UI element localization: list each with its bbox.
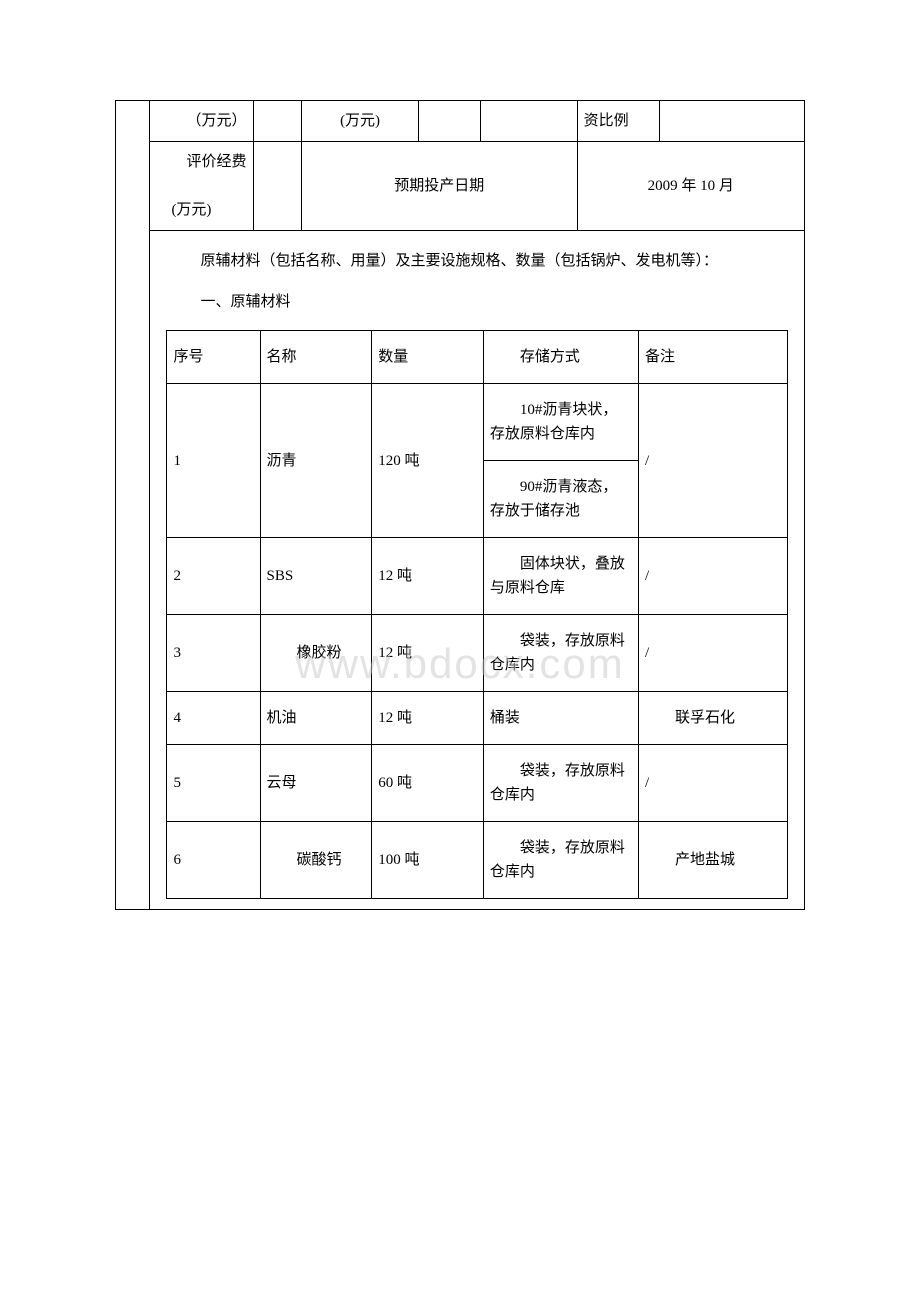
storage-text: 90#沥青液态，存放于储存池: [490, 475, 632, 523]
eval-fee-sublabel: (万元): [156, 198, 211, 222]
name-cell: 云母: [260, 745, 372, 822]
date-value: 2009 年 10 月: [648, 178, 734, 194]
empty-cell-1: [253, 101, 301, 142]
name-cell: 橡胶粉: [260, 615, 372, 692]
document-outer-table: （万元） (万元) 资比例 评价经费 (万元) 预期投产日期 2009 年 10…: [115, 100, 805, 910]
header-qty: 数量: [372, 331, 484, 384]
storage-text: 袋装，存放原料仓库内: [490, 836, 632, 884]
col1-label: （万元）: [156, 109, 246, 133]
col3-label: 资比例: [584, 113, 629, 129]
eval-fee-label: 评价经费: [156, 150, 246, 174]
storage-text: 袋装，存放原料仓库内: [490, 629, 632, 677]
qty-cell: 100 吨: [372, 822, 484, 899]
col2-label: (万元): [340, 113, 380, 129]
eval-fee-cell: 评价经费 (万元): [150, 142, 253, 231]
empty-cell-2: [419, 101, 481, 142]
date-label-cell: 预期投产日期: [302, 142, 578, 231]
table-row: 4 机油 12 吨 桶装 联孚石化: [167, 692, 788, 745]
empty-cell-r2-1: [253, 142, 301, 231]
name-cell: SBS: [260, 538, 372, 615]
remark-text: 联孚石化: [645, 706, 781, 730]
qty-cell: 120 吨: [372, 384, 484, 538]
storage-cell: 固体块状，叠放与原料仓库: [483, 538, 638, 615]
materials-header-row: 序号 名称 数量 存储方式 备注: [167, 331, 788, 384]
content-row: 原辅材料（包括名称、用量）及主要设施规格、数量（包括锅炉、发电机等）： 一、原辅…: [116, 231, 805, 910]
header-storage-text: 存储方式: [490, 345, 632, 369]
remark-cell: /: [639, 745, 788, 822]
qty-cell: 12 吨: [372, 538, 484, 615]
remark-cell: 产地盐城: [639, 822, 788, 899]
seq-cell: 5: [167, 745, 260, 822]
table-row: 6 碳酸钙 100 吨 袋装，存放原料仓库内 产地盐城: [167, 822, 788, 899]
name-text: 碳酸钙: [267, 848, 366, 872]
col1-cell: （万元）: [150, 101, 253, 142]
name-cell: 碳酸钙: [260, 822, 372, 899]
qty-cell: 60 吨: [372, 745, 484, 822]
storage-cell: 10#沥青块状，存放原料仓库内: [483, 384, 638, 461]
empty-cell-3: [481, 101, 577, 142]
storage-text: 10#沥青块状，存放原料仓库内: [490, 398, 632, 446]
storage-text: 固体块状，叠放与原料仓库: [490, 552, 632, 600]
remark-text: 产地盐城: [645, 848, 781, 872]
seq-cell: 4: [167, 692, 260, 745]
materials-table: 序号 名称 数量 存储方式 备注 1 沥青 120 吨 10#沥青块状，存放原料…: [166, 330, 788, 899]
header-storage: 存储方式: [483, 331, 638, 384]
header-name: 名称: [260, 331, 372, 384]
storage-cell: 90#沥青液态，存放于储存池: [483, 461, 638, 538]
remark-cell: /: [639, 538, 788, 615]
remark-cell: /: [639, 384, 788, 538]
storage-text: 袋装，存放原料仓库内: [490, 759, 632, 807]
seq-cell: 2: [167, 538, 260, 615]
col3-cell: 资比例: [577, 101, 660, 142]
left-margin-cell-2: [116, 142, 150, 231]
name-cell: 机油: [260, 692, 372, 745]
empty-cell-4: [660, 101, 805, 142]
remark-cell: 联孚石化: [639, 692, 788, 745]
seq-cell: 1: [167, 384, 260, 538]
section-title-wrapper: 一、原辅材料: [166, 282, 788, 323]
storage-cell: 袋装，存放原料仓库内: [483, 745, 638, 822]
section-intro: 原辅材料（包括名称、用量）及主要设施规格、数量（包括锅炉、发电机等）：: [170, 247, 784, 276]
name-text: 橡胶粉: [267, 641, 366, 665]
name-cell: 沥青: [260, 384, 372, 538]
seq-cell: 6: [167, 822, 260, 899]
table-row: 2 SBS 12 吨 固体块状，叠放与原料仓库 /: [167, 538, 788, 615]
storage-cell: 袋装，存放原料仓库内: [483, 615, 638, 692]
content-cell: 原辅材料（包括名称、用量）及主要设施规格、数量（包括锅炉、发电机等）： 一、原辅…: [150, 231, 805, 910]
table-row: 1 沥青 120 吨 10#沥青块状，存放原料仓库内 /: [167, 384, 788, 461]
storage-cell: 袋装，存放原料仓库内: [483, 822, 638, 899]
storage-cell: 桶装: [483, 692, 638, 745]
date-label: 预期投产日期: [394, 178, 484, 194]
left-margin-cell: [116, 101, 150, 142]
remark-cell: /: [639, 615, 788, 692]
table-row: 5 云母 60 吨 袋装，存放原料仓库内 /: [167, 745, 788, 822]
col2-cell: (万元): [302, 101, 419, 142]
table-row: 3 橡胶粉 12 吨 袋装，存放原料仓库内 /: [167, 615, 788, 692]
qty-cell: 12 吨: [372, 692, 484, 745]
seq-cell: 3: [167, 615, 260, 692]
left-margin-cell-3: [116, 231, 150, 910]
date-value-cell: 2009 年 10 月: [577, 142, 804, 231]
header-remark: 备注: [639, 331, 788, 384]
section-title: 一、原辅材料: [170, 288, 784, 317]
header-seq: 序号: [167, 331, 260, 384]
section-intro-wrapper: 原辅材料（包括名称、用量）及主要设施规格、数量（包括锅炉、发电机等）：: [166, 241, 788, 282]
header-row-1: （万元） (万元) 资比例: [116, 101, 805, 142]
header-row-2: 评价经费 (万元) 预期投产日期 2009 年 10 月: [116, 142, 805, 231]
qty-cell: 12 吨: [372, 615, 484, 692]
